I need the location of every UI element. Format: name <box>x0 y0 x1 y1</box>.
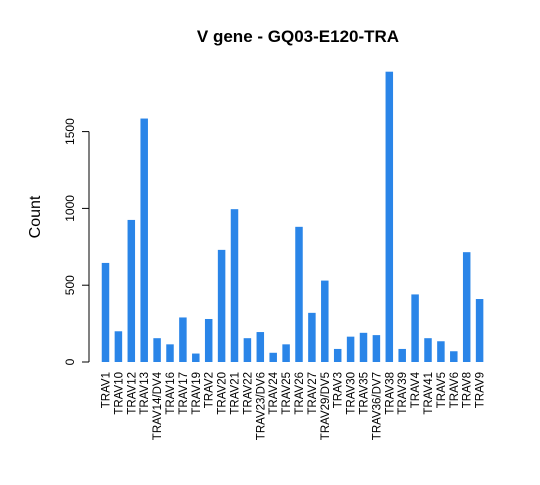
bar <box>475 299 484 362</box>
x-tick-label: TRAV9 <box>475 372 487 408</box>
bar <box>359 332 368 362</box>
y-tick-label: 500 <box>63 275 77 295</box>
bar <box>333 348 342 362</box>
bar <box>166 344 174 362</box>
x-tick-label: TRAV3 <box>333 372 345 408</box>
bar <box>282 344 290 362</box>
x-tick-label: TRAV8 <box>462 372 474 408</box>
bar <box>114 331 123 362</box>
bar <box>243 338 252 362</box>
x-tick-label: TRAV17 <box>178 372 190 415</box>
bar <box>346 336 355 362</box>
bar <box>127 219 136 362</box>
bar <box>217 249 226 362</box>
x-tick-label: TRAV14/DV4 <box>152 371 164 440</box>
bar <box>230 209 239 362</box>
bar <box>411 294 419 362</box>
x-tick-label: TRAV27 <box>307 372 319 415</box>
x-tick-label: TRAV36/DV7 <box>371 372 383 440</box>
x-tick-label: TRAV1 <box>101 372 113 408</box>
bar <box>204 318 213 362</box>
bar <box>101 262 110 362</box>
y-axis-label: Count <box>27 195 44 238</box>
bar <box>295 226 303 362</box>
bar <box>153 338 161 362</box>
x-tick-label: TRAV5 <box>436 372 448 408</box>
x-tick-label: TRAV41 <box>423 372 435 415</box>
bar <box>308 312 316 362</box>
bar <box>192 353 200 362</box>
y-tick-label: 0 <box>63 358 77 365</box>
x-tick-label: TRAV13 <box>139 372 151 415</box>
x-tick-label: TRAV6 <box>449 372 461 408</box>
bar <box>256 332 265 362</box>
x-tick-label: TRAV25 <box>281 372 293 415</box>
y-tick-label: 1000 <box>63 195 77 222</box>
bar <box>462 252 471 362</box>
bar <box>140 118 148 362</box>
bar <box>398 348 406 362</box>
bar <box>372 335 381 362</box>
y-tick-label: 1500 <box>63 118 77 145</box>
x-tick-label: TRAV29/DV5 <box>320 372 332 440</box>
x-tick-label: TRAV12 <box>126 372 138 415</box>
x-tick-label: TRAV10 <box>113 372 125 415</box>
x-tick-label: TRAV4 <box>410 371 422 408</box>
x-tick-label: TRAV24 <box>268 371 280 414</box>
y-axis: 0 500 1000 1500 <box>63 118 90 365</box>
x-tick-label: TRAV16 <box>165 372 177 415</box>
x-tick-label: TRAV38 <box>384 372 396 415</box>
x-axis-tick-labels: TRAV1 TRAV10 TRAV12 TRAV13 TRAV14/DV4 TRAV16 T… <box>101 371 487 440</box>
x-tick-label: TRAV26 <box>294 372 306 415</box>
x-tick-label: TRAV39 <box>397 372 409 415</box>
bar <box>385 71 394 362</box>
x-tick-label: TRAV21 <box>230 372 242 415</box>
x-tick-label: TRAV19 <box>191 372 203 415</box>
bar <box>437 341 445 362</box>
x-tick-label: TRAV23/DV6 <box>255 372 267 440</box>
x-tick-label: TRAV30 <box>346 372 358 415</box>
bar <box>450 351 458 362</box>
x-tick-label: TRAV22 <box>242 372 254 415</box>
bar <box>424 338 432 362</box>
x-tick-label: TRAV2 <box>204 372 216 408</box>
bar <box>179 317 187 362</box>
bar-series <box>101 71 484 362</box>
x-tick-label: TRAV35 <box>359 372 371 415</box>
bar <box>321 280 329 362</box>
bar <box>269 352 277 362</box>
chart-title: V gene - GQ03-E120-TRA <box>197 27 399 46</box>
x-tick-label: TRAV20 <box>217 372 229 415</box>
